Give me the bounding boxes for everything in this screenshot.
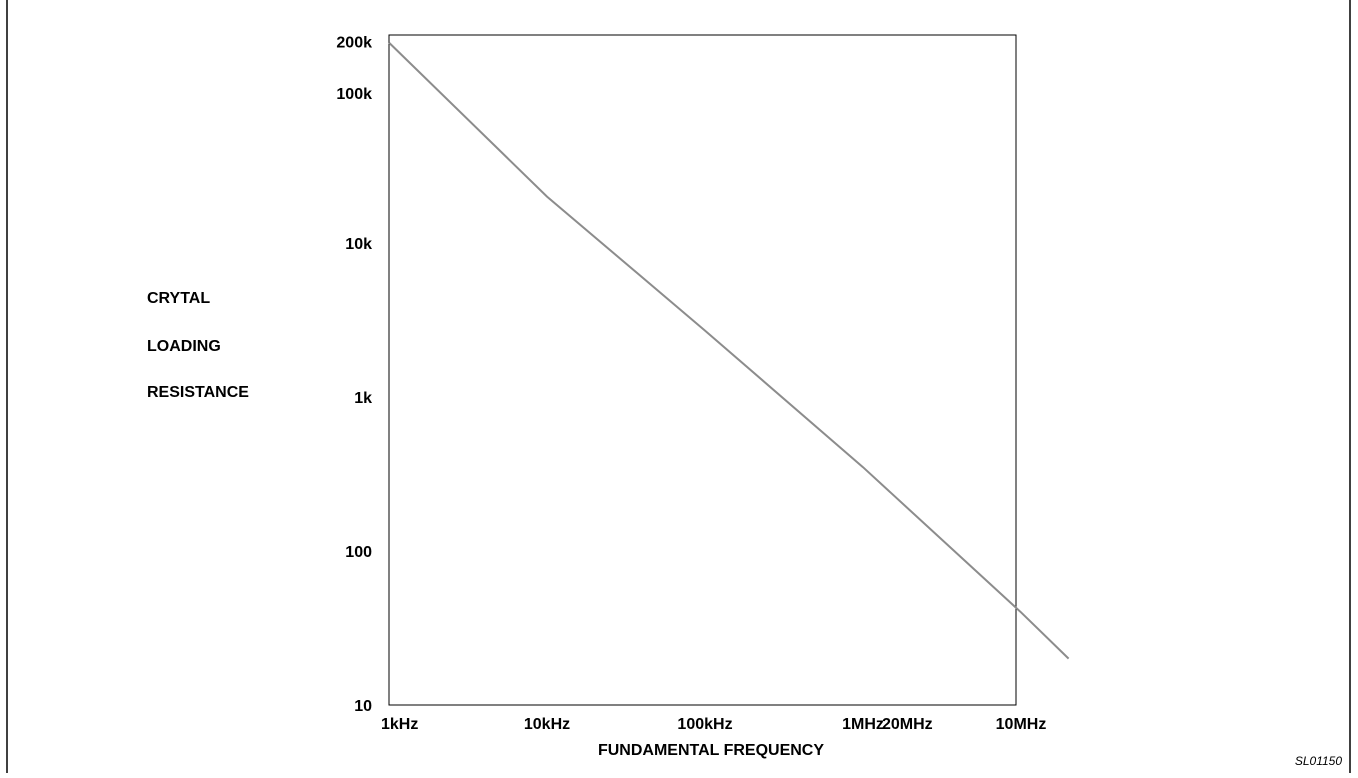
y-tick-label: 100	[345, 544, 372, 561]
x-tick-label: 1MHz	[842, 716, 884, 733]
plot-area	[388, 34, 1017, 706]
y-axis-label-line-2: LOADING	[147, 338, 221, 355]
y-tick-label: 100k	[336, 86, 372, 103]
figure-id: SL01150	[1295, 754, 1342, 768]
x-tick-label: 10kHz	[524, 716, 570, 733]
y-tick-label: 200k	[336, 35, 372, 52]
x-tick-labels: 1kHz 10kHz 100kHz 1MHz 10MHz 20MHz	[381, 716, 1046, 733]
y-axis-label-line-1: CRYTAL	[147, 290, 210, 307]
x-tick-label: 20MHz	[882, 716, 933, 733]
y-tick-label: 10	[354, 698, 372, 715]
y-tick-label: 10k	[345, 236, 372, 253]
y-axis-label: CRYTAL LOADING RESISTANCE	[147, 290, 249, 401]
y-tick-label: 1k	[354, 390, 372, 407]
x-axis-label: FUNDAMENTAL FREQUENCY	[598, 742, 824, 759]
x-tick-label: 10MHz	[996, 716, 1047, 733]
y-tick-labels: 10 100 1k 10k 100k 200k	[336, 35, 372, 715]
series-line	[388, 41, 1070, 660]
x-tick-label: 100kHz	[677, 716, 732, 733]
y-axis-label-line-3: RESISTANCE	[147, 384, 249, 401]
x-tick-label: 1kHz	[381, 716, 418, 733]
series-group	[388, 41, 1070, 660]
